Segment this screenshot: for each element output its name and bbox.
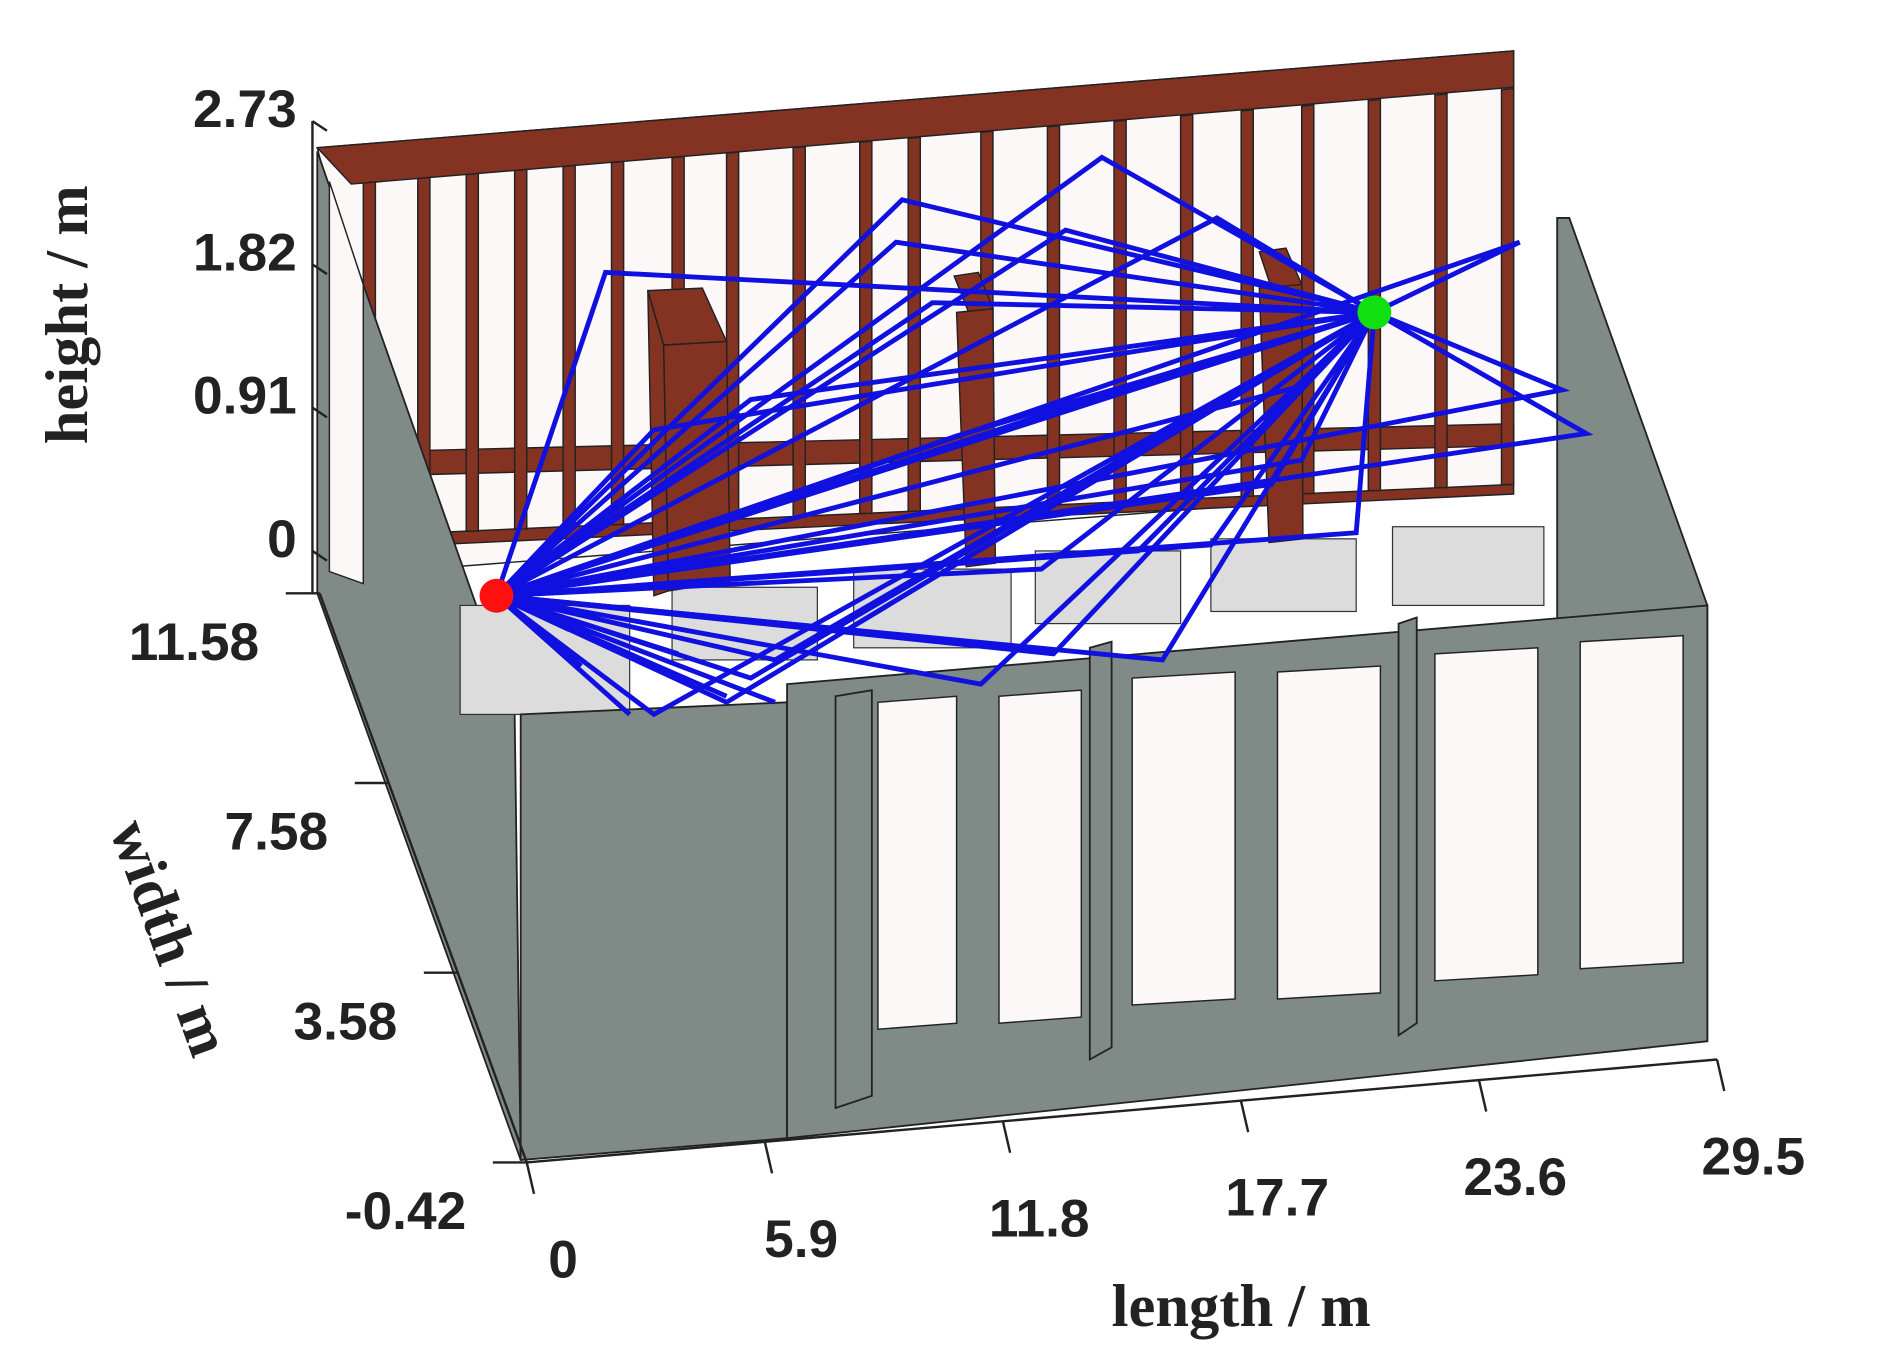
z-tick-label: 0 (267, 510, 297, 569)
window (877, 695, 958, 1031)
left-wall-window (328, 181, 365, 585)
z-tick-label: 2.73 (193, 80, 297, 139)
y-tick-label: -0.42 (345, 1182, 466, 1241)
x-tick (1477, 1079, 1488, 1112)
wall-post (834, 689, 873, 1110)
ray (495, 227, 1375, 598)
x-tick-label: 11.8 (989, 1189, 1090, 1248)
z-tick (311, 120, 328, 132)
x-tick (1715, 1059, 1726, 1092)
wall-studs (362, 87, 1515, 537)
ray (495, 154, 1376, 598)
ray (494, 197, 1375, 598)
x-tick-label: 29.5 (1702, 1128, 1806, 1187)
wall-post (1088, 640, 1113, 1062)
wall-stud (562, 164, 576, 528)
wall-post (1397, 616, 1418, 1037)
x-tick (525, 1162, 536, 1195)
wall-stud (610, 160, 625, 526)
y-axis-label: width / m (96, 811, 243, 1065)
window (1579, 634, 1684, 970)
ray (495, 300, 1375, 598)
y-tick-label: 7.58 (225, 803, 329, 862)
wall-stud (1434, 93, 1448, 489)
ray (496, 311, 1377, 599)
transmitter (479, 578, 514, 613)
ray (495, 310, 1376, 718)
wall-stud (513, 168, 528, 530)
wall-stud (465, 172, 480, 532)
y-axis-line (318, 592, 528, 1163)
back-wall-frame (315, 50, 1515, 185)
ray (495, 215, 1376, 598)
window (1434, 647, 1539, 982)
window (998, 689, 1083, 1024)
ray (494, 239, 1375, 598)
x-tick-label: 5.9 (764, 1210, 838, 1269)
x-tick-label: 23.6 (1463, 1148, 1567, 1207)
window (1131, 671, 1236, 1006)
x-axis-line (526, 1058, 1718, 1164)
ray (494, 593, 632, 717)
x-tick-label: 0 (548, 1230, 578, 1289)
rays (494, 154, 1594, 718)
wall-stud (1113, 119, 1127, 503)
front-block (519, 701, 788, 1161)
x-tick (1239, 1100, 1250, 1133)
ray (496, 310, 1377, 687)
ray (495, 593, 679, 657)
room-scene (315, 50, 1709, 1161)
x-tick (1001, 1120, 1012, 1154)
y-tick-label: 11.58 (129, 613, 259, 672)
z-axis-label: height / m (34, 185, 101, 444)
z-tick (311, 549, 328, 562)
ray (496, 310, 1571, 599)
ray (496, 311, 1377, 663)
ray (495, 593, 776, 705)
y-tick-label: 3.58 (294, 992, 398, 1051)
desk (1210, 538, 1357, 613)
ray (495, 310, 1376, 599)
z-tick-label: 1.82 (193, 223, 297, 282)
wall-stud (1500, 87, 1515, 486)
ray (495, 310, 1377, 599)
ray (495, 310, 1375, 598)
ray (496, 311, 1377, 599)
x-axis-label: length / m (1112, 1273, 1371, 1340)
z-tick-label: 0.91 (193, 367, 297, 426)
front-windows (834, 616, 1684, 1110)
ray (494, 310, 1375, 598)
z-tick (311, 263, 328, 276)
desk (1391, 526, 1545, 607)
window (1276, 665, 1382, 1000)
ray (494, 269, 1375, 597)
receiver (1357, 295, 1392, 330)
z-tick (311, 406, 328, 419)
x-tick (763, 1141, 774, 1174)
x-tick-label: 17.7 (1225, 1169, 1329, 1228)
